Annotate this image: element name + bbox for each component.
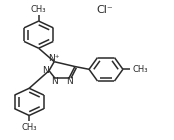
Text: N: N [66,77,73,86]
Text: N: N [42,66,49,75]
Text: CH₃: CH₃ [31,5,46,14]
Text: N⁺: N⁺ [48,54,60,63]
Text: Cl⁻: Cl⁻ [96,5,113,15]
Text: CH₃: CH₃ [132,65,148,74]
Text: N: N [51,77,58,86]
Text: CH₃: CH₃ [21,123,37,132]
